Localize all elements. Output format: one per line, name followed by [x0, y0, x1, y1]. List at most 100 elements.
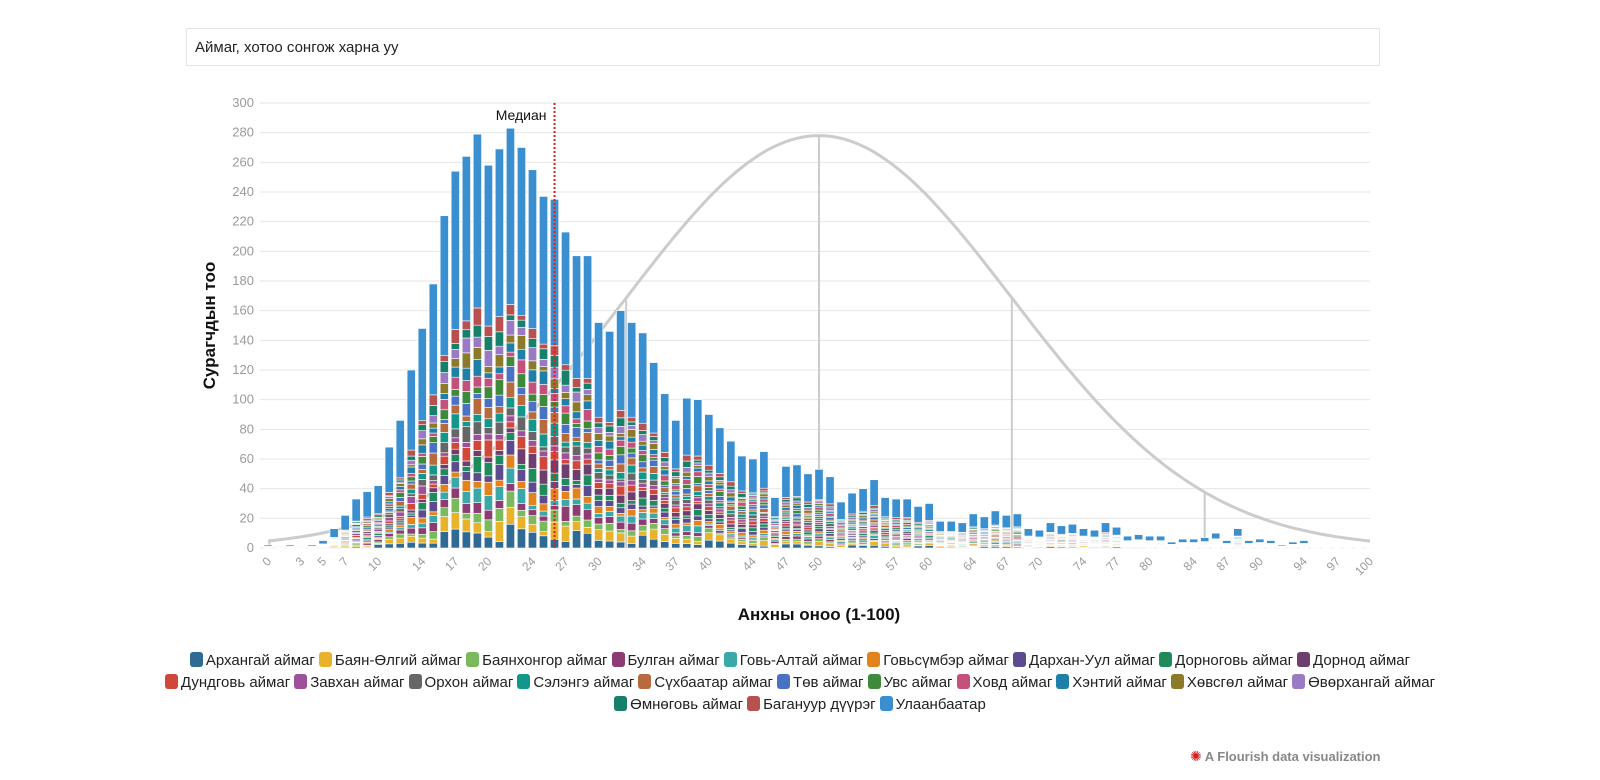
legend-swatch — [189, 652, 203, 667]
bar-segment — [682, 517, 692, 524]
bar-segment — [858, 538, 868, 542]
bar-segment — [539, 469, 548, 485]
bar-segment — [649, 456, 659, 461]
bar-segment — [781, 507, 791, 511]
bar-segment — [450, 376, 460, 390]
legend-item[interactable]: Дундговь аймаг — [164, 672, 290, 694]
bar-segment — [638, 505, 648, 510]
bar-segment — [605, 466, 615, 471]
bar-segment — [594, 506, 604, 514]
bar-segment — [461, 426, 471, 443]
bar-segment — [528, 468, 537, 483]
legend-item[interactable]: Баянхонгор аймаг — [466, 650, 608, 672]
bar-segment — [660, 534, 670, 542]
bar-segment — [660, 507, 670, 513]
region-filter-dropdown[interactable]: Аймаг, хотоо сонгож харна уу — [186, 28, 1380, 66]
bar-segment — [660, 541, 670, 549]
bar-segment — [726, 526, 736, 530]
bar-segment — [649, 432, 659, 437]
bar-segment — [693, 462, 703, 466]
legend-item[interactable]: Өмнөговь аймаг — [614, 694, 743, 716]
flourish-credit-link[interactable]: ✺ A Flourish data visualization — [1190, 748, 1381, 765]
legend-item[interactable]: Өвөрхангай аймаг — [1292, 672, 1435, 694]
bar-segment — [384, 503, 394, 507]
legend-item[interactable]: Архангай аймаг — [189, 650, 315, 672]
bar-segment — [638, 524, 648, 532]
bar-segment — [450, 389, 460, 397]
legend-item[interactable]: Дорноговь аймаг — [1159, 650, 1293, 672]
bar-segment — [671, 471, 681, 477]
bar-segment — [814, 545, 824, 549]
bar-segment — [715, 534, 725, 542]
bar-segment — [682, 454, 692, 462]
legend-swatch — [1056, 674, 1070, 689]
bar-segment — [472, 386, 482, 394]
legend-item[interactable]: Баян-Өлгий аймаг — [318, 650, 462, 672]
y-tick-label: 20 — [240, 510, 254, 525]
bar-segment — [594, 463, 604, 469]
bar-segment — [605, 432, 615, 437]
bar-segment — [748, 524, 758, 529]
bar-segment — [572, 255, 582, 379]
bar-segment — [439, 468, 449, 476]
bar-segment — [616, 426, 626, 434]
legend-item[interactable]: Улаанбаатар — [879, 694, 986, 716]
x-tick-label: 44 — [740, 554, 760, 574]
bar-segment — [539, 535, 548, 549]
bar-segment — [395, 497, 405, 502]
legend-item[interactable]: Завхан аймаг — [294, 672, 405, 694]
bar-segment — [594, 472, 604, 480]
bar-segment — [494, 434, 504, 441]
legend-item[interactable]: Дорнод аймаг — [1297, 650, 1410, 672]
bar-segment — [649, 523, 659, 530]
bar-segment — [627, 441, 637, 449]
bar-segment — [770, 544, 780, 548]
legend-item[interactable]: Говьсүмбэр аймаг — [867, 650, 1009, 672]
bar-segment — [517, 405, 526, 418]
bar-segment — [726, 489, 736, 494]
bar-segment — [517, 481, 526, 489]
bar-segment — [638, 440, 648, 446]
legend-item[interactable]: Ховд аймаг — [956, 672, 1052, 694]
bar-segment — [517, 326, 526, 336]
legend-item[interactable]: Орхон аймаг — [408, 672, 513, 694]
bar-segment — [494, 366, 504, 375]
bar-segment — [803, 536, 813, 540]
bar-segment — [1068, 523, 1077, 534]
bar-segment — [373, 539, 383, 543]
legend-item[interactable]: Сүхбаатар аймаг — [638, 672, 773, 694]
legend-item[interactable]: Хөвсгөл аймаг — [1170, 672, 1288, 694]
bar-segment — [847, 527, 857, 531]
bar-segment — [748, 505, 758, 510]
bar-segment — [682, 538, 692, 544]
bar-segment — [318, 540, 328, 545]
x-tick-label: 17 — [442, 554, 462, 574]
bar-segment — [1310, 546, 1320, 548]
bar-segment — [572, 387, 582, 393]
bar-segment — [715, 488, 725, 492]
legend-item[interactable]: Дархан-Уул аймаг — [1013, 650, 1155, 672]
legend-item[interactable]: Хэнтий аймаг — [1056, 672, 1167, 694]
legend-item[interactable]: Сэлэнгэ аймаг — [517, 672, 634, 694]
bar-segment — [660, 474, 670, 482]
bar-segment — [737, 455, 747, 492]
legend-item[interactable]: Говь-Алтай аймаг — [723, 650, 863, 672]
legend-item[interactable]: Багануур дүүрэг — [747, 694, 876, 716]
bar-segment — [649, 528, 659, 540]
bar-segment — [825, 523, 835, 527]
bar-segment — [671, 516, 681, 520]
bar-segment — [450, 366, 460, 378]
bar-segment — [649, 518, 659, 524]
legend-item[interactable]: Төв аймаг — [777, 672, 864, 694]
bar-segment — [869, 505, 879, 509]
bar-segment — [616, 463, 626, 473]
bar-segment — [605, 425, 615, 433]
legend-swatch — [879, 696, 893, 711]
bar-segment — [715, 514, 725, 519]
x-tick-label: 60 — [916, 554, 936, 574]
bar-segment — [583, 519, 593, 528]
legend-item[interactable]: Увс аймаг — [867, 672, 953, 694]
bar-segment — [704, 480, 714, 485]
legend-item[interactable]: Булган аймаг — [611, 650, 720, 672]
y-axis-title: Сурагчдын тоо — [200, 262, 219, 389]
